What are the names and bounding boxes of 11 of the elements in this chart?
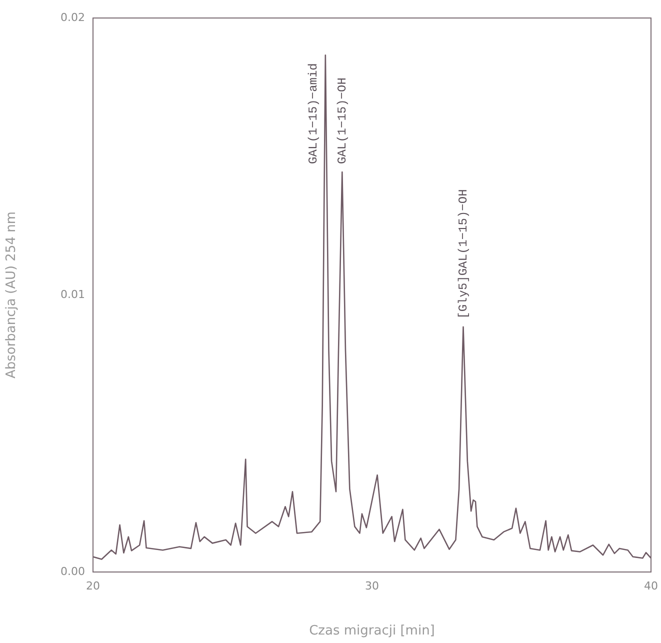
- y-tick-label: 0.02: [60, 10, 85, 24]
- x-tick-label: 40: [644, 579, 658, 592]
- y-axis-title: Absorbancja (AU) 254 nm: [4, 211, 20, 379]
- annotation: GAL(1−15)−amid: [306, 63, 321, 164]
- y-tick-label: 0.00: [60, 564, 85, 578]
- x-axis-title: Czas migracji [min]: [309, 624, 435, 639]
- y-tick-label: 0.01: [60, 288, 85, 301]
- x-tick-label: 20: [86, 579, 100, 592]
- annotation: [Gly5]GAL(1−15)−OH: [456, 189, 470, 319]
- annotation: GAL(1−15)−OH: [335, 78, 350, 164]
- x-tick-label: 30: [365, 579, 379, 592]
